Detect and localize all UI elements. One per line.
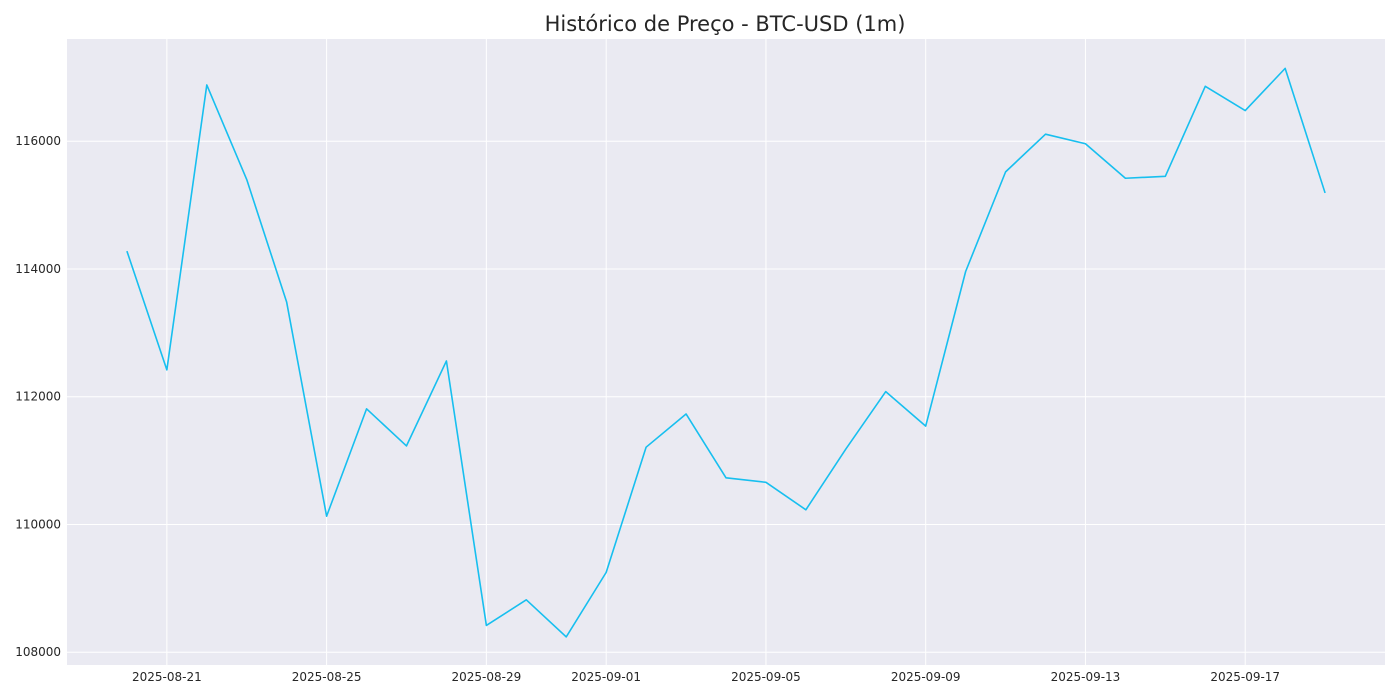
plot-area: [67, 39, 1385, 665]
y-tick-label: 110000: [15, 517, 61, 531]
y-axis-tick-labels: 108000 110000 112000 114000 116000: [15, 134, 61, 659]
x-tick-label: 2025-09-09: [891, 670, 961, 684]
x-tick-label: 2025-09-17: [1210, 670, 1280, 684]
y-tick-label: 108000: [15, 645, 61, 659]
y-gridlines: [67, 140, 1385, 653]
price-series-line: [126, 67, 1326, 638]
y-tick-label: 116000: [15, 134, 61, 148]
x-tick-label: 2025-08-29: [451, 670, 521, 684]
x-tick-label: 2025-08-21: [132, 670, 202, 684]
x-tick-label: 2025-09-13: [1051, 670, 1121, 684]
x-tick-label: 2025-09-05: [731, 670, 801, 684]
y-tick-label: 112000: [15, 390, 61, 404]
chart-title: Histórico de Preço - BTC-USD (1m): [545, 12, 906, 36]
y-tick-label: 114000: [15, 262, 61, 276]
x-tick-label: 2025-08-25: [292, 670, 362, 684]
x-tick-label: 2025-09-01: [571, 670, 641, 684]
x-axis-tick-labels: 2025-08-21 2025-08-25 2025-08-29 2025-09-01…: [132, 670, 1280, 684]
